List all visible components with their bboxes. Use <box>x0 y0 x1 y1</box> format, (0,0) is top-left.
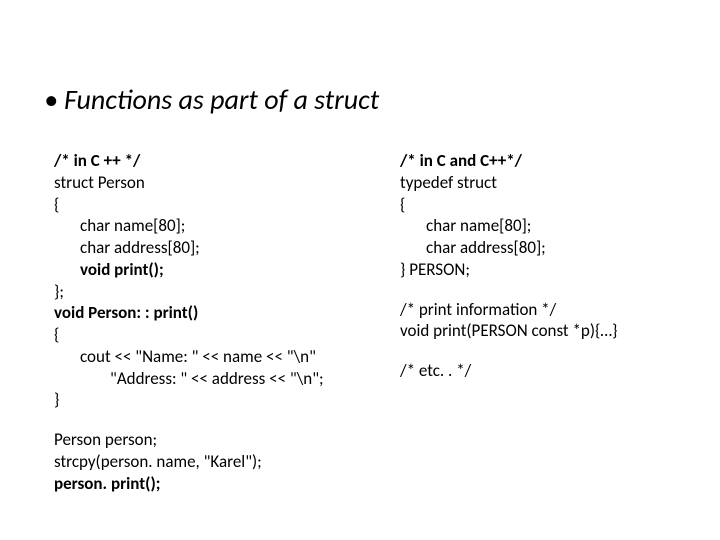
spacer <box>54 411 374 429</box>
code-line: char name[80]; <box>54 215 374 237</box>
code-line: Person person; <box>54 429 374 451</box>
code-line: "Address: " << address << "\n"; <box>54 368 374 390</box>
code-line: } PERSON; <box>400 259 700 281</box>
code-line: { <box>54 194 374 216</box>
code-line: }; <box>54 281 374 303</box>
code-line: void print(); <box>54 259 374 281</box>
right-comment-header: /* in C and C++*/ <box>400 150 700 172</box>
code-line: void print(PERSON const *p){…} <box>400 320 700 342</box>
code-line: } <box>54 389 374 411</box>
code-line: struct Person <box>54 172 374 194</box>
code-line: void Person: : print() <box>54 302 374 324</box>
code-line: char address[80]; <box>54 237 374 259</box>
left-code-column: /* in C ++ */ struct Person { char name[… <box>54 150 374 494</box>
slide-title: Functions as part of a struct <box>64 82 379 117</box>
spacer <box>400 342 700 360</box>
slide-title-row: • Functions as part of a struct <box>44 82 379 117</box>
title-bullet: • <box>44 82 58 117</box>
code-line: typedef struct <box>400 172 700 194</box>
code-line: cout << "Name: " << name << "\n" <box>54 346 374 368</box>
left-comment-header: /* in C ++ */ <box>54 150 374 172</box>
code-line: char address[80]; <box>400 237 700 259</box>
code-line: /* etc. . */ <box>400 360 700 382</box>
code-line: char name[80]; <box>400 215 700 237</box>
right-code-column: /* in C and C++*/ typedef struct { char … <box>400 150 700 382</box>
code-line: { <box>400 194 700 216</box>
spacer <box>400 281 700 299</box>
code-line: /* print information */ <box>400 299 700 321</box>
code-line: { <box>54 324 374 346</box>
code-line: strcpy(person. name, "Karel"); <box>54 451 374 473</box>
code-line: person. print(); <box>54 473 374 495</box>
